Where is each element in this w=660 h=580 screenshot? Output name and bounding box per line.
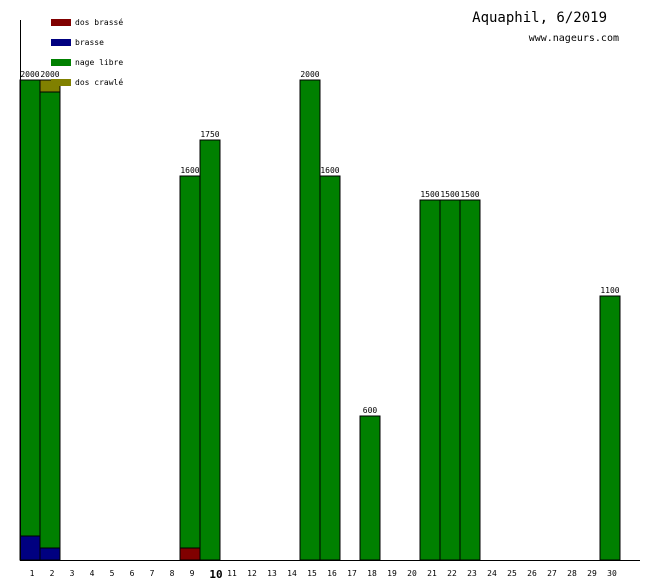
x-tick-label-18: 18 [367, 569, 377, 578]
x-tick-label-11: 11 [227, 569, 237, 578]
x-tick-label-9: 9 [190, 569, 195, 578]
x-tick-label-14: 14 [287, 569, 297, 578]
bar-segment-30-nage-libre [599, 295, 621, 561]
chart-source: www.nageurs.com [529, 33, 619, 44]
bar-value-label-16: 1600 [320, 166, 339, 175]
legend-swatch-dos-brassé [51, 19, 71, 26]
x-tick-label-28: 28 [567, 569, 577, 578]
x-tick-label-21: 21 [427, 569, 437, 578]
bar-value-label-23: 1500 [460, 190, 479, 199]
legend-swatch-brasse [51, 39, 71, 46]
legend-label-brasse: brasse [75, 38, 104, 47]
x-tick-label-5: 5 [110, 569, 115, 578]
x-tick-label-26: 26 [527, 569, 537, 578]
legend-swatch-dos-crawlé [51, 79, 71, 86]
x-tick-label-15: 15 [307, 569, 317, 578]
x-tick-label-23: 23 [467, 569, 477, 578]
x-tick-label-8: 8 [170, 569, 175, 578]
x-tick-label-29: 29 [587, 569, 597, 578]
bar-value-label-18: 600 [363, 406, 378, 415]
x-tick-label-17: 17 [347, 569, 357, 578]
bar-segment-21-nage-libre [419, 199, 441, 561]
bars-layer [19, 79, 621, 561]
bar-value-label-22: 1500 [440, 190, 459, 199]
x-tick-label-3: 3 [70, 569, 75, 578]
legend-label-dos-crawlé: dos crawlé [75, 77, 123, 87]
legend: dos brassé brasse nage libre dos crawlé [51, 17, 123, 87]
x-tick-label-13: 13 [267, 569, 277, 578]
x-tick-label-27: 27 [547, 569, 557, 578]
x-tick-label-24: 24 [487, 569, 497, 578]
x-tick-label-22: 22 [447, 569, 457, 578]
x-tick-label-30: 30 [607, 569, 617, 578]
bar-value-label-15: 2000 [300, 70, 319, 79]
x-tick-label-16: 16 [327, 569, 337, 578]
x-tick-label-7: 7 [150, 569, 155, 578]
bar-value-label-1: 2000 [20, 70, 39, 79]
bar-value-label-30: 1100 [600, 286, 619, 295]
x-tick-label-25: 25 [507, 569, 517, 578]
x-tick-label-19: 19 [387, 569, 397, 578]
bar-segment-10-nage-libre [199, 139, 221, 561]
x-tick-label-6: 6 [130, 569, 135, 578]
bar-value-label-10: 1750 [200, 130, 219, 139]
bar-segment-2-nage-libre [39, 91, 61, 549]
bar-segment-23-nage-libre [459, 199, 481, 561]
x-tick-label-1: 1 [30, 569, 35, 578]
x-tick-label-4: 4 [90, 569, 95, 578]
x-tick-labels-layer: 1 2 3 4 5 6 7 8 9 10 11 12 13 14 15 16 17 18 19 20 21 22 23 24 2… [30, 568, 617, 580]
bar-segment-1-nage-libre [19, 79, 41, 537]
x-tick-label-2: 2 [50, 569, 55, 578]
bar-segment-2-brasse [39, 547, 61, 561]
bar-segment-9-nage-libre [179, 175, 201, 549]
legend-swatch-nage-libre [51, 59, 71, 66]
bar-value-label-9: 1600 [180, 166, 199, 175]
bar-segment-22-nage-libre [439, 199, 461, 561]
bar-segment-15-nage-libre [299, 79, 321, 561]
bar-segment-16-nage-libre [319, 175, 341, 561]
legend-label-nage-libre: nage libre [75, 58, 123, 67]
bar-value-label-2: 2000 [40, 70, 59, 79]
x-tick-label-20: 20 [407, 569, 417, 578]
legend-label-dos-brassé: dos brassé [75, 17, 123, 27]
bar-segment-1-brasse [19, 535, 41, 561]
bar-segment-18-nage-libre [359, 415, 381, 561]
bar-segment-9-dos-brassé [179, 547, 201, 561]
bar-value-label-21: 1500 [420, 190, 439, 199]
chart-title: Aquaphil, 6/2019 [472, 10, 607, 26]
x-tick-label-10: 10 [209, 568, 222, 580]
x-tick-label-12: 12 [247, 569, 257, 578]
